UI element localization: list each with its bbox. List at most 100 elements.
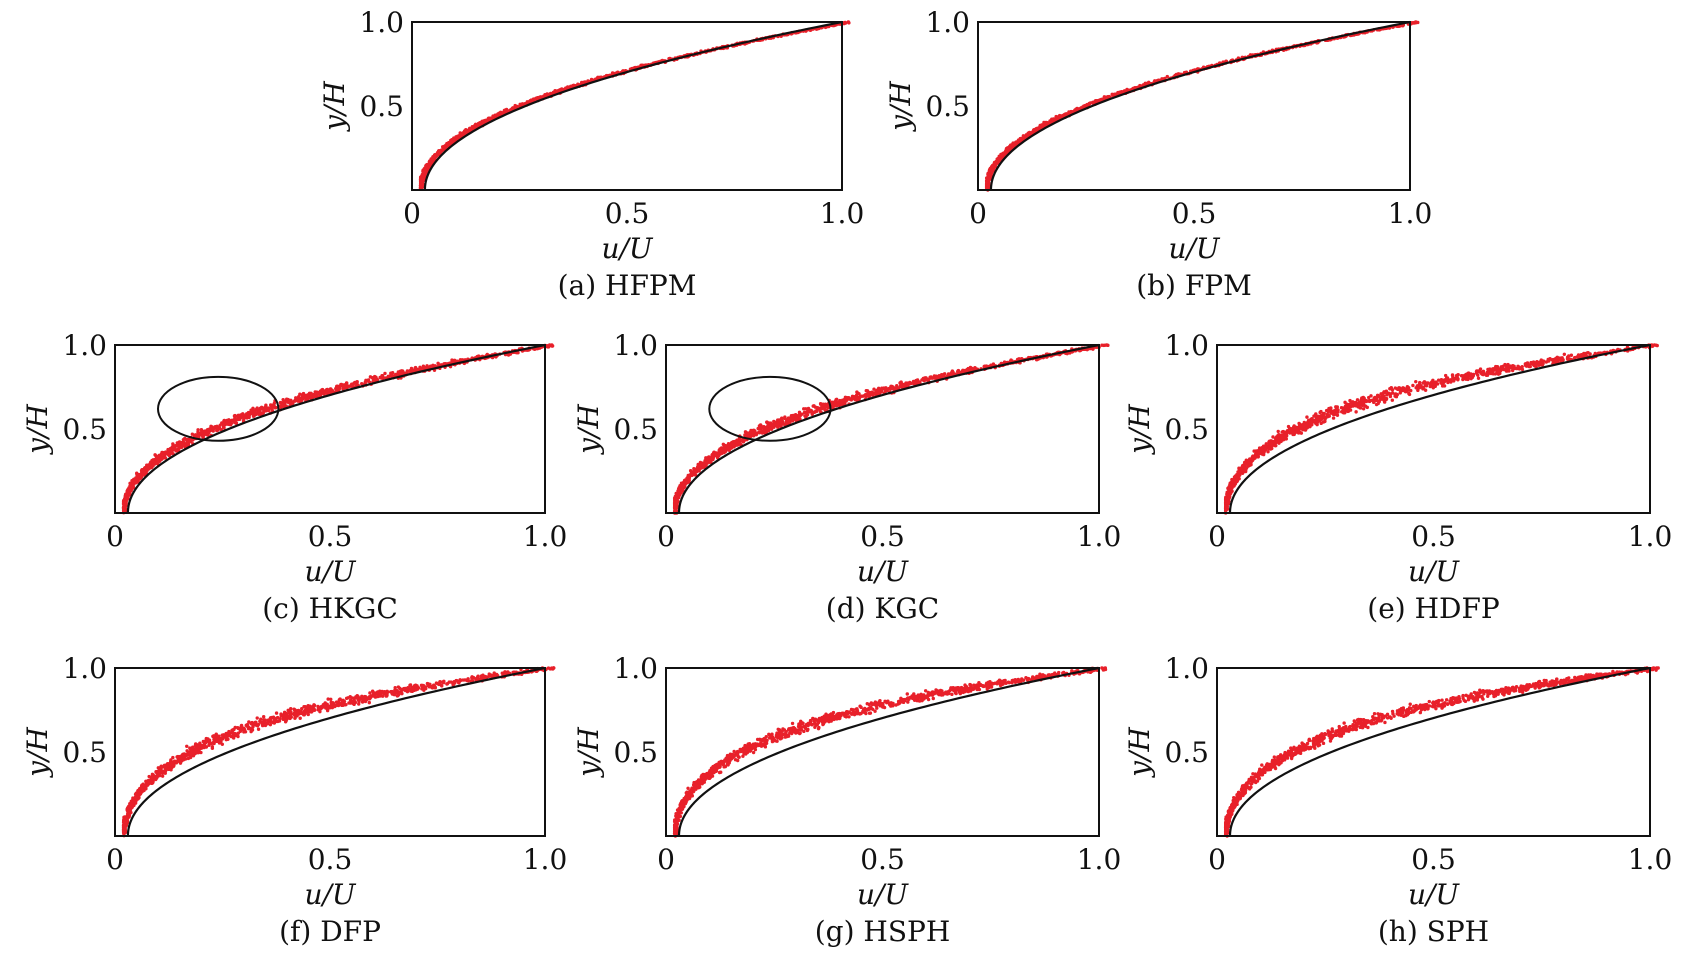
data-point [876,386,881,390]
data-point [270,406,275,410]
data-point [398,369,403,374]
data-point [987,178,991,182]
data-point [687,478,691,482]
data-point [1266,450,1270,454]
data-point [988,172,992,177]
data-point [872,387,876,391]
data-point [779,422,783,427]
data-point [1409,388,1413,393]
data-point [454,135,458,139]
data-point [1000,153,1004,158]
data-point [839,402,844,407]
data-point [955,370,960,374]
data-point [313,394,317,399]
data-point [1088,101,1093,105]
data-point [937,374,941,378]
data-point [783,416,787,421]
data-point [156,458,160,463]
data-point [320,388,324,392]
data-point [144,466,149,471]
data-point [1390,398,1395,402]
data-point [691,470,695,474]
data-point [1373,399,1377,403]
y-axis-label: y/H [21,404,54,456]
data-point [436,150,440,155]
data-point [811,404,815,408]
scatter-points [1223,343,1659,515]
data-point [738,438,743,442]
data-point [804,407,808,411]
data-point [711,457,715,462]
data-point [370,376,375,380]
data-point [204,432,209,436]
y-tick-label: 0.5 [925,90,970,123]
data-point [708,457,712,461]
plot-frame [977,21,1411,191]
data-point [418,365,422,370]
data-point [853,396,858,400]
data-point [890,386,894,391]
data-point [383,371,387,376]
data-point [699,466,703,470]
x-tick-label: 1.0 [523,520,568,553]
data-point [841,399,845,403]
data-point [373,375,378,379]
data-point [772,419,776,424]
data-point [757,430,762,435]
data-point [923,378,928,382]
data-point [209,424,213,428]
data-point [1456,373,1460,377]
data-point [305,395,310,400]
data-point [424,365,428,370]
data-point [498,111,503,115]
data-point [249,411,254,416]
data-point [930,376,934,380]
data-point [126,493,131,498]
data-point [747,434,752,439]
data-point [872,391,877,395]
data-point [249,408,254,413]
data-point [705,461,709,465]
data-point [1145,81,1149,86]
data-point [343,384,347,389]
data-point [488,117,493,121]
data-point [409,366,414,371]
data-point [846,395,851,400]
data-point [1446,380,1450,385]
data-point [550,344,555,348]
y-tick-label: 0.5 [359,90,404,123]
data-point [502,108,507,113]
data-point [1112,92,1116,97]
data-point [513,103,517,108]
data-point [419,180,423,184]
data-point [467,126,472,131]
data-point [1047,121,1051,125]
reference-curve [677,343,1100,514]
x-tick-label: 0 [657,520,675,553]
data-point [427,165,431,169]
data-point [457,135,461,139]
plot-frame [411,21,843,191]
data-point [1053,117,1057,122]
panel-caption: (c) HKGC [262,592,398,625]
data-point [843,395,848,400]
data-point [733,439,737,444]
data-point [289,398,293,402]
x-tick-label: 0.5 [860,520,905,553]
data-point [800,412,804,416]
data-point [696,467,700,471]
panel-a: 0 0.5 1.00.51.0u/Uy/H(a) HFPM [318,6,864,302]
data-point [681,487,685,492]
data-point [422,177,426,182]
data-point [207,428,212,432]
plot-frame [665,344,1100,514]
data-point [195,434,200,438]
x-tick-label: 0.5 [1172,197,1217,230]
data-point [927,377,931,381]
data-point [797,414,801,418]
data-point [883,389,888,393]
data-point [452,138,456,143]
data-point [765,420,769,424]
data-point [1011,143,1015,147]
